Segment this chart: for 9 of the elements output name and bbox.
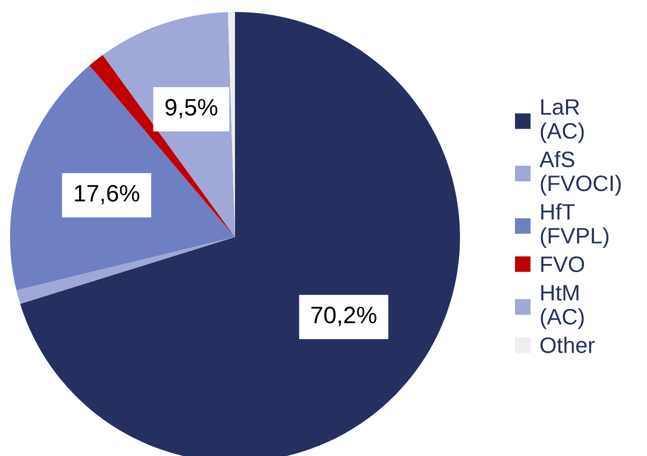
legend-label: HfT (FVPL) xyxy=(540,203,608,248)
legend-label: HtM (AC) xyxy=(540,285,584,329)
data-label: 70,2% xyxy=(311,306,376,326)
data-label: 17,6% xyxy=(74,184,140,204)
legend-label: FVO xyxy=(541,256,584,272)
data-label: 9,5% xyxy=(165,98,218,118)
legend-label: Other xyxy=(540,336,595,354)
legend-label: LaR (AC) xyxy=(540,99,584,144)
legend-label: AfS (FVOCI) xyxy=(539,150,621,196)
